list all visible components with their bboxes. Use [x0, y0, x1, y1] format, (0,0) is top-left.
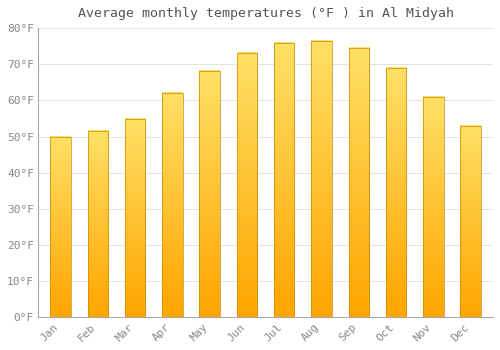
Bar	[386, 68, 406, 317]
Title: Average monthly temperatures (°F ) in Al Midyah: Average monthly temperatures (°F ) in Al…	[78, 7, 454, 20]
Bar	[50, 136, 70, 317]
Bar	[274, 43, 294, 317]
Bar	[460, 126, 481, 317]
Bar	[125, 119, 146, 317]
Bar	[200, 71, 220, 317]
Bar	[88, 131, 108, 317]
Bar	[312, 41, 332, 317]
Bar	[423, 97, 444, 317]
Bar	[348, 48, 369, 317]
Bar	[162, 93, 182, 317]
Bar	[236, 54, 257, 317]
